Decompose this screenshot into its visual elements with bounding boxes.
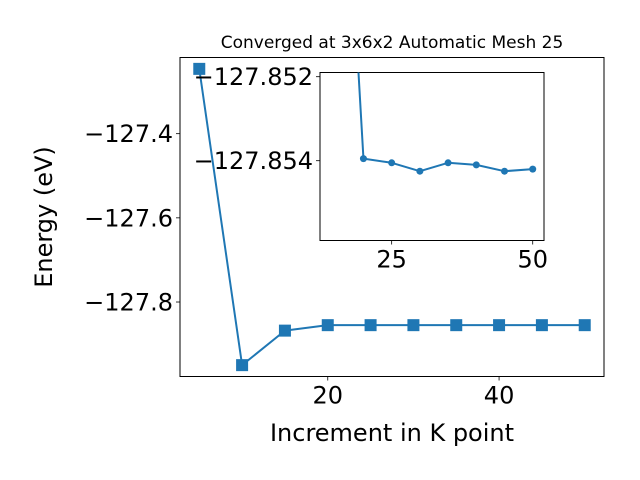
x-axis-label: Increment in K point (270, 419, 514, 447)
data-point (364, 319, 377, 332)
data-point (388, 159, 396, 167)
data-point (472, 161, 480, 169)
data-point (359, 155, 367, 163)
series-group (193, 62, 591, 372)
inset-plot-area (357, 72, 537, 175)
y-tick-label: −127.8 (84, 289, 173, 317)
y-tick-label: −127.852 (194, 63, 313, 91)
y-tick-label: −127.854 (194, 147, 313, 175)
inset-plot-frame (319, 72, 545, 241)
data-point (444, 159, 452, 167)
data-point (450, 319, 463, 332)
x-tick-label: 40 (484, 382, 515, 410)
y-tick-label: −127.6 (84, 204, 173, 232)
data-point (321, 319, 334, 332)
inset-chart: 25 50 −127.854 −127.852 (194, 63, 548, 274)
y-tick-label: −127.4 (84, 120, 173, 148)
data-point (278, 324, 291, 337)
y-axis-label: Energy (eV) (30, 146, 58, 288)
series-group (357, 72, 537, 175)
data-point (535, 319, 548, 332)
x-tick-label: 50 (517, 246, 548, 274)
x-tick-label: 25 (376, 246, 407, 274)
data-point (493, 319, 506, 332)
data-point (407, 319, 420, 332)
data-point (416, 167, 424, 175)
main-x-axis: 20 40 (312, 376, 515, 410)
series-line (198, 68, 585, 367)
data-point (501, 167, 509, 175)
data-point (529, 165, 537, 173)
data-point (578, 319, 591, 332)
chart-title: Converged at 3x6x2 Automatic Mesh 25 (221, 33, 564, 53)
data-point (193, 62, 206, 75)
data-point (236, 359, 249, 372)
inset-x-axis: 25 50 (376, 240, 548, 274)
main-y-axis: −127.4 −127.6 −127.8 (84, 120, 180, 317)
x-tick-label: 20 (312, 382, 343, 410)
inset-y-axis: −127.854 −127.852 (194, 63, 320, 175)
series-line (357, 72, 533, 173)
main-plot-area (193, 62, 591, 372)
